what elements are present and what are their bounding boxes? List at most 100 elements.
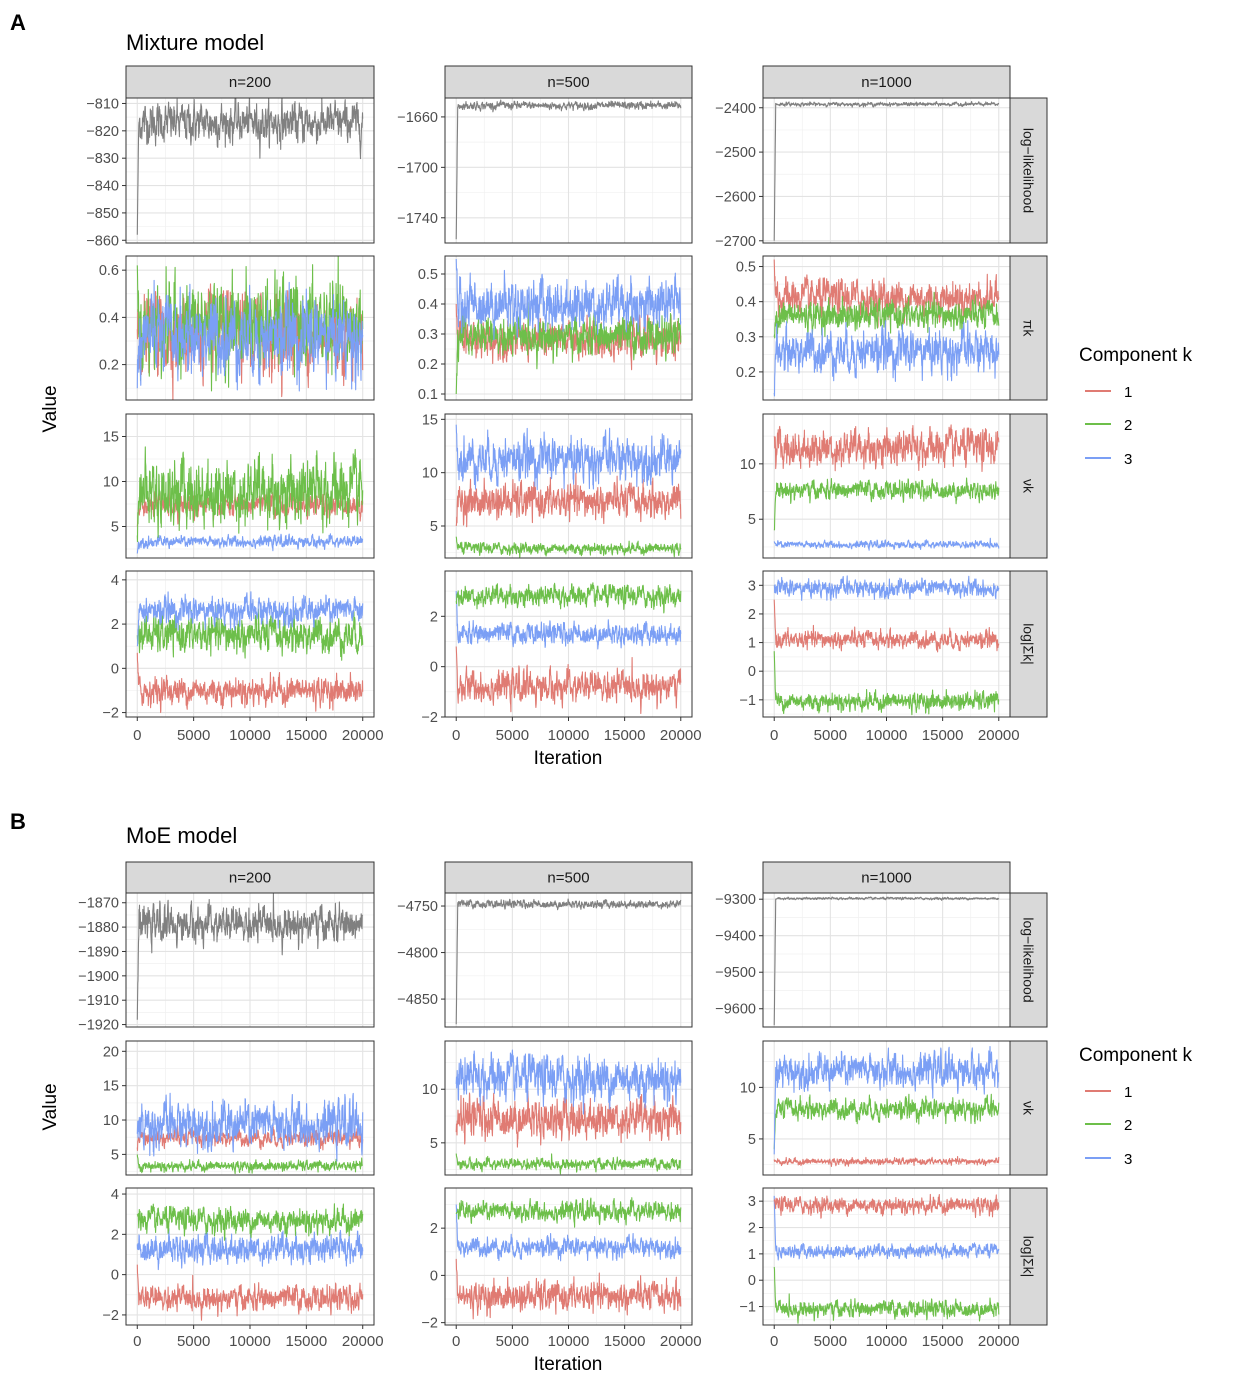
y-tick-label: 2 <box>430 1221 438 1237</box>
y-tick-label: −1910 <box>78 993 119 1009</box>
y-tick-label: 5 <box>430 519 438 535</box>
column-strip <box>444 65 693 99</box>
facet-panel: −1660 −1700 −1740 <box>397 97 693 244</box>
facet-panel: 4 2 0 −2 0 5000 10000 15000 20000 <box>102 1187 383 1350</box>
column-strip <box>762 65 1011 99</box>
trace-line-component-2 <box>773 651 1000 716</box>
row-strip-label: νk <box>1021 479 1037 494</box>
y-tick-label: −1870 <box>78 896 119 912</box>
trace-line-component-3 <box>455 591 682 650</box>
trace-line-component-1 <box>136 652 364 714</box>
facet-panel: 10 5 <box>740 413 1011 559</box>
trace-line-component-loglik <box>136 97 364 235</box>
x-tick-label: 0 <box>133 1333 141 1350</box>
y-tick-label: −840 <box>86 179 119 195</box>
x-tick-label: 5000 <box>177 727 210 744</box>
panel-border <box>762 255 1011 401</box>
facet-panel: 15 10 5 <box>422 412 693 559</box>
column-strip-label: n=200 <box>229 74 271 91</box>
trace-line-component-2 <box>136 1203 364 1241</box>
panel-label-a: A <box>10 10 26 35</box>
facet-panel: −4750 −4800 −4850 <box>397 892 693 1028</box>
panel-border <box>444 892 693 1028</box>
trace-line-component-1 <box>136 483 364 527</box>
figure-a: n=200 n=500 n=1000log−likelihood−810−820−8… <box>86 65 1048 744</box>
y-tick-label: 0.4 <box>99 310 119 326</box>
column-strip <box>762 861 1011 894</box>
panel-border <box>125 1040 375 1176</box>
legend-a: Component k 1 2 3 <box>1079 345 1193 468</box>
facet-panel: 10 5 <box>422 1040 693 1176</box>
trace-line-component-2 <box>455 536 682 558</box>
y-tick-label: −2 <box>102 706 119 722</box>
legend-title: Component k <box>1079 1045 1193 1066</box>
y-tick-label: −820 <box>86 124 119 140</box>
trace-line-component-3 <box>773 537 1000 551</box>
x-tick-label: 20000 <box>660 1333 702 1350</box>
y-tick-label: 5 <box>111 520 119 536</box>
panel-border <box>762 413 1011 559</box>
panel-border <box>762 1040 1011 1176</box>
trace-line-component-1 <box>773 1193 1000 1219</box>
trace-line-component-2 <box>136 605 364 661</box>
y-tick-label: 0.5 <box>418 267 438 283</box>
trace-line-component-loglik <box>773 896 1000 1026</box>
y-tick-label: −4850 <box>397 992 438 1008</box>
column-strip <box>125 861 375 894</box>
panel-title-b: MoE model <box>126 823 237 848</box>
facet-panel: 20 15 10 5 <box>103 1040 375 1176</box>
row-strip <box>1009 97 1048 244</box>
y-tick-label: 0.3 <box>736 330 756 346</box>
y-tick-label: 2 <box>748 607 756 623</box>
facet-panel: 15 10 5 <box>103 413 375 559</box>
x-tick-label: 10000 <box>548 1333 590 1350</box>
panel-border <box>444 97 693 244</box>
trace-line-component-3 <box>136 591 364 647</box>
panel-border <box>125 255 375 401</box>
row-strip-label: πk <box>1021 320 1037 338</box>
facet-panel: −9300 −9400 −9500 −9600 <box>715 892 1011 1028</box>
y-tick-label: 1 <box>748 1247 756 1263</box>
trace-line-component-1 <box>773 259 1000 328</box>
y-tick-label: −2400 <box>715 101 756 117</box>
facet-panel: −810 −820 −830 −840 −850 −860 <box>86 96 375 249</box>
y-tick-label: −1 <box>739 1300 756 1316</box>
y-tick-label: −1740 <box>397 211 438 227</box>
row-strip-label: log−likelihood <box>1021 128 1037 213</box>
y-tick-label: −1 <box>739 693 756 709</box>
facet-panel: 10 5 <box>740 1040 1011 1176</box>
trace-line-component-3 <box>136 279 364 392</box>
row-strip <box>1009 570 1048 718</box>
trace-line-component-2 <box>773 1093 1000 1150</box>
y-tick-label: 2 <box>748 1221 756 1237</box>
y-tick-label: 4 <box>111 1187 119 1203</box>
facet-panel: 2 0 −2 0 5000 10000 15000 20000 <box>421 570 702 744</box>
y-tick-label: 0 <box>748 1273 756 1289</box>
facet-panel: −2400 −2500 −2600 −2700 <box>715 97 1011 250</box>
column-strip-label: n=500 <box>547 870 589 887</box>
trace-line-component-1 <box>773 424 1000 473</box>
legend-label-1: 1 <box>1124 1084 1132 1101</box>
x-tick-label: 5000 <box>496 1333 529 1350</box>
facet-panel: 4 2 0 −2 0 5000 10000 15000 20000 <box>102 570 384 744</box>
legend-title: Component k <box>1079 345 1193 366</box>
facet-panel: 3 2 1 0 −1 0 5000 10000 15000 20000 <box>739 1187 1020 1350</box>
trace-line-component-1 <box>455 1258 682 1320</box>
legend-b: Component k 1 2 3 <box>1079 1045 1193 1168</box>
y-tick-label: 0 <box>111 661 119 677</box>
panel-border <box>444 413 693 559</box>
y-axis-label-b: Value <box>40 1083 61 1130</box>
x-tick-label: 20000 <box>342 1333 384 1350</box>
facet-grid: n=200 n=500 n=1000log−likelihood−810−820−8… <box>78 65 1048 1350</box>
trace-line-component-1 <box>455 1090 682 1148</box>
x-tick-label: 0 <box>770 1333 778 1350</box>
x-axis-label-b: Iteration <box>534 1354 603 1375</box>
trace-line-component-3 <box>455 1049 682 1115</box>
y-tick-label: 15 <box>422 412 438 428</box>
y-tick-label: 2 <box>111 617 119 633</box>
panel-border <box>125 97 375 244</box>
y-tick-label: 5 <box>111 1147 119 1163</box>
legend-label-2: 2 <box>1124 417 1132 434</box>
trace-line-component-2 <box>455 1153 682 1175</box>
